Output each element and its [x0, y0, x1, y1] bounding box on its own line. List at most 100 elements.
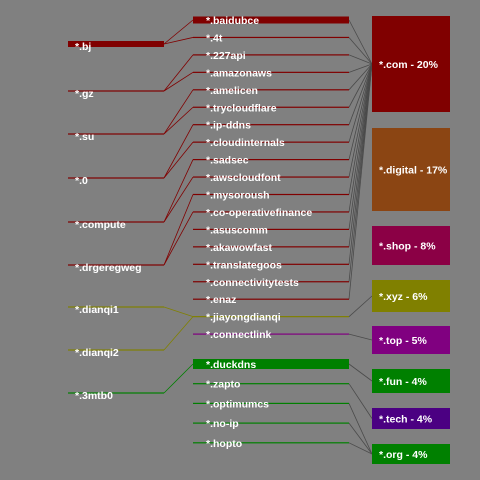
- middle-node-label-baidubce: *.baidubce: [206, 15, 259, 27]
- link-dianqi2-jiayongdianqi: [163, 316, 194, 351]
- middle-node-label-connectivitytests: *.connectivitytests: [206, 277, 299, 289]
- link-amazonaws-com: [348, 63, 373, 73]
- middle-node-bar-amelicen[interactable]: [193, 89, 349, 91]
- left-node-label-3mtb0: *.3mtb0: [75, 390, 113, 402]
- link-mysoroush-com: [348, 63, 373, 195]
- right-node-label-com: *.com - 20%: [379, 59, 439, 71]
- middle-node-label-227api: *.227api: [206, 50, 246, 62]
- middle-node-bar-jiayongdianqi[interactable]: [193, 316, 349, 318]
- middle-node-bar-cloudinternals[interactable]: [193, 141, 349, 143]
- link-jiayongdianqi-xyz: [348, 295, 373, 317]
- link-sadsec-com: [348, 63, 373, 160]
- middle-node-bar-awscloudfont[interactable]: [193, 176, 349, 178]
- middle-node-label-duckdns: *.duckdns: [206, 359, 256, 371]
- left-node-label-compute: *.compute: [75, 219, 126, 231]
- middle-node-bar-no-ip[interactable]: [193, 422, 349, 424]
- middle-node-bar-co-operativefinance[interactable]: [193, 211, 349, 213]
- middle-node-bar-asuscomm[interactable]: [193, 228, 349, 230]
- middle-node-label-amazonaws: *.amazonaws: [206, 67, 272, 79]
- link-amelicen-com: [348, 63, 373, 91]
- middle-node-bar-connectivitytests[interactable]: [193, 281, 349, 283]
- right-node-label-xyz: *.xyz - 6%: [379, 291, 428, 303]
- left-node-label-su: *.su: [75, 131, 94, 143]
- link-4t-com: [348, 37, 373, 65]
- left-node-label-bj: *.bj: [75, 41, 91, 53]
- right-node-box-shop[interactable]: [372, 226, 450, 265]
- middle-node-label-trycloudflare: *.trycloudflare: [206, 102, 277, 114]
- middle-node-label-optimumcs: *.optimumcs: [206, 398, 269, 410]
- left-node-label-0: *.0: [75, 175, 88, 187]
- right-node-box-tech[interactable]: [372, 408, 450, 429]
- link-no-ip-org: [348, 422, 373, 455]
- middle-node-label-cloudinternals: *.cloudinternals: [206, 137, 285, 149]
- middle-node-bar-mysoroush[interactable]: [193, 193, 349, 196]
- middle-node-bar-4t[interactable]: [193, 36, 349, 39]
- link-ip-ddns-com: [348, 63, 373, 125]
- left-node-bar-compute[interactable]: [68, 221, 164, 223]
- nodes-layer: *.bj *.gz *.su *.0 *.compute *.drgeregweg *.di…: [68, 15, 450, 464]
- middle-node-bar-connectlink[interactable]: [193, 333, 349, 335]
- link-compute-awscloudfont: [163, 176, 194, 223]
- left-node-bar-3mtb0[interactable]: [68, 392, 164, 394]
- link-0-cloudinternals: [163, 141, 194, 179]
- middle-node-bar-sadsec[interactable]: [193, 159, 349, 161]
- right-node-box-digital[interactable]: [372, 128, 450, 211]
- link-duckdns-fun: [348, 363, 373, 382]
- link-dianqi1-jiayongdianqi: [163, 306, 194, 318]
- left-node-bar-gz[interactable]: [68, 90, 164, 92]
- right-node-label-digital: *.digital - 17%: [379, 165, 448, 177]
- right-node-box-com[interactable]: [372, 16, 450, 112]
- link-baidubce-com: [348, 19, 373, 65]
- middle-node-label-hopto: *.hopto: [206, 438, 242, 450]
- right-node-box-fun[interactable]: [372, 369, 450, 393]
- link-zapto-tech: [348, 383, 373, 419]
- right-node-box-top[interactable]: [372, 326, 450, 354]
- middle-node-bar-trycloudflare[interactable]: [193, 106, 349, 108]
- left-node-bar-bj[interactable]: [68, 41, 164, 47]
- middle-node-bar-227api[interactable]: [193, 54, 349, 56]
- link-enaz-com: [348, 63, 373, 300]
- left-node-label-dianqi2: *.dianqi2: [75, 347, 119, 359]
- link-drgeregweg-co-operativefinance: [163, 211, 194, 266]
- middle-node-bar-baidubce[interactable]: [193, 16, 349, 24]
- middle-node-bar-amazonaws[interactable]: [193, 71, 349, 73]
- right-node-box-xyz[interactable]: [372, 280, 450, 312]
- left-node-label-drgeregweg: *.drgeregweg: [75, 262, 142, 274]
- middle-node-label-ip-ddns: *.ip-ddns: [206, 120, 251, 132]
- middle-node-bar-optimumcs[interactable]: [193, 402, 349, 404]
- middle-node-label-connectlink: *.connectlink: [206, 329, 272, 341]
- middle-node-label-akawowfast: *.akawowfast: [206, 242, 272, 254]
- middle-node-label-translategoos: *.translategoos: [206, 259, 282, 271]
- link-bj-4t: [163, 37, 194, 45]
- middle-node-bar-hopto[interactable]: [193, 442, 349, 444]
- middle-node-label-jiayongdianqi: *.jiayongdianqi: [206, 312, 281, 324]
- middle-node-bar-akawowfast[interactable]: [193, 246, 349, 248]
- left-node-bar-su[interactable]: [68, 133, 164, 135]
- middle-node-bar-translategoos[interactable]: [193, 263, 349, 265]
- link-3mtb0-duckdns: [163, 363, 194, 394]
- link-drgeregweg-mysoroush: [163, 194, 194, 266]
- left-node-label-dianqi1: *.dianqi1: [75, 304, 119, 316]
- middle-node-label-awscloudfont: *.awscloudfont: [206, 172, 281, 184]
- left-node-bar-dianqi2[interactable]: [68, 349, 164, 351]
- middle-node-bar-enaz[interactable]: [193, 298, 349, 300]
- link-gz-227api: [163, 54, 194, 92]
- link-227api-com: [348, 54, 373, 65]
- right-node-label-fun: *.fun - 4%: [379, 376, 427, 388]
- middle-node-bar-duckdns[interactable]: [193, 359, 349, 369]
- right-node-box-org[interactable]: [372, 444, 450, 464]
- link-hopto-org: [348, 442, 373, 455]
- middle-node-label-zapto: *.zapto: [206, 379, 240, 391]
- left-node-bar-dianqi1[interactable]: [68, 306, 164, 308]
- left-node-bar-drgeregweg[interactable]: [68, 264, 164, 266]
- middle-node-label-enaz: *.enaz: [206, 294, 236, 306]
- middle-node-label-sadsec: *.sadsec: [206, 155, 249, 167]
- middle-node-bar-ip-ddns[interactable]: [193, 124, 349, 126]
- middle-node-label-4t: *.4t: [206, 32, 223, 44]
- link-gz-amazonaws: [163, 72, 194, 92]
- left-node-bar-0[interactable]: [68, 177, 164, 179]
- link-0-ip-ddns: [163, 124, 194, 179]
- link-trycloudflare-com: [348, 63, 373, 108]
- middle-node-bar-zapto[interactable]: [193, 383, 349, 385]
